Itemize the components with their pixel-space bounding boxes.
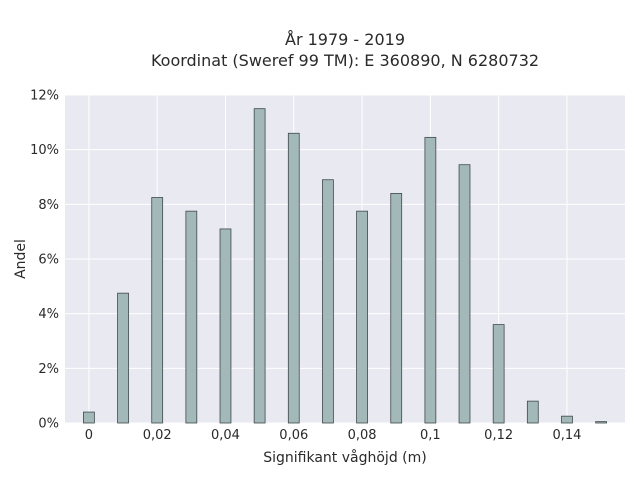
histogram-bar (595, 421, 607, 424)
histogram-bar (185, 210, 198, 424)
x-tick-label: 0 (85, 428, 93, 443)
y-tick-label: 6% (38, 253, 59, 268)
histogram-bar (151, 197, 164, 424)
x-tick-label: 0,12 (484, 428, 513, 443)
histogram-bar (83, 411, 95, 424)
histogram-bar (424, 136, 437, 424)
y-tick-label: 12% (30, 89, 59, 104)
y-tick-label: 0% (38, 417, 59, 432)
histogram-bar (287, 132, 300, 424)
chart-title-line1: År 1979 - 2019 (285, 30, 405, 49)
histogram-bar (492, 324, 505, 424)
histogram-bar (322, 179, 334, 424)
x-tick-label: 0,08 (348, 428, 377, 443)
histogram-bar (561, 415, 573, 424)
histogram-bar (458, 164, 471, 424)
x-axis-ticks: 0 0,02 0,04 0,06 0,08 0,1 0,12 0,14 (85, 428, 582, 443)
x-tick-label: 0,14 (552, 428, 581, 443)
histogram-bar (117, 292, 129, 424)
histogram-bar (356, 210, 368, 424)
x-tick-label: 0,1 (420, 428, 441, 443)
y-tick-label: 8% (38, 198, 59, 213)
histogram-bar (390, 192, 403, 424)
histogram-bar (219, 228, 232, 424)
chart-title-line2: Koordinat (Sweref 99 TM): E 360890, N 62… (151, 51, 539, 70)
histogram-bar (526, 400, 539, 424)
x-tick-label: 0,04 (211, 428, 240, 443)
y-tick-label: 2% (38, 362, 59, 377)
y-axis-label: Andel (13, 239, 29, 279)
histogram-bar (253, 108, 266, 424)
x-axis-label: Signifikant våghöjd (m) (263, 449, 426, 466)
x-tick-label: 0,06 (279, 428, 308, 443)
y-tick-label: 10% (30, 143, 59, 158)
y-tick-label: 4% (38, 307, 59, 322)
bars-group (83, 108, 607, 424)
x-tick-label: 0,02 (143, 428, 172, 443)
y-axis-ticks: 0% 2% 4% 6% 8% 10% 12% (30, 89, 59, 432)
